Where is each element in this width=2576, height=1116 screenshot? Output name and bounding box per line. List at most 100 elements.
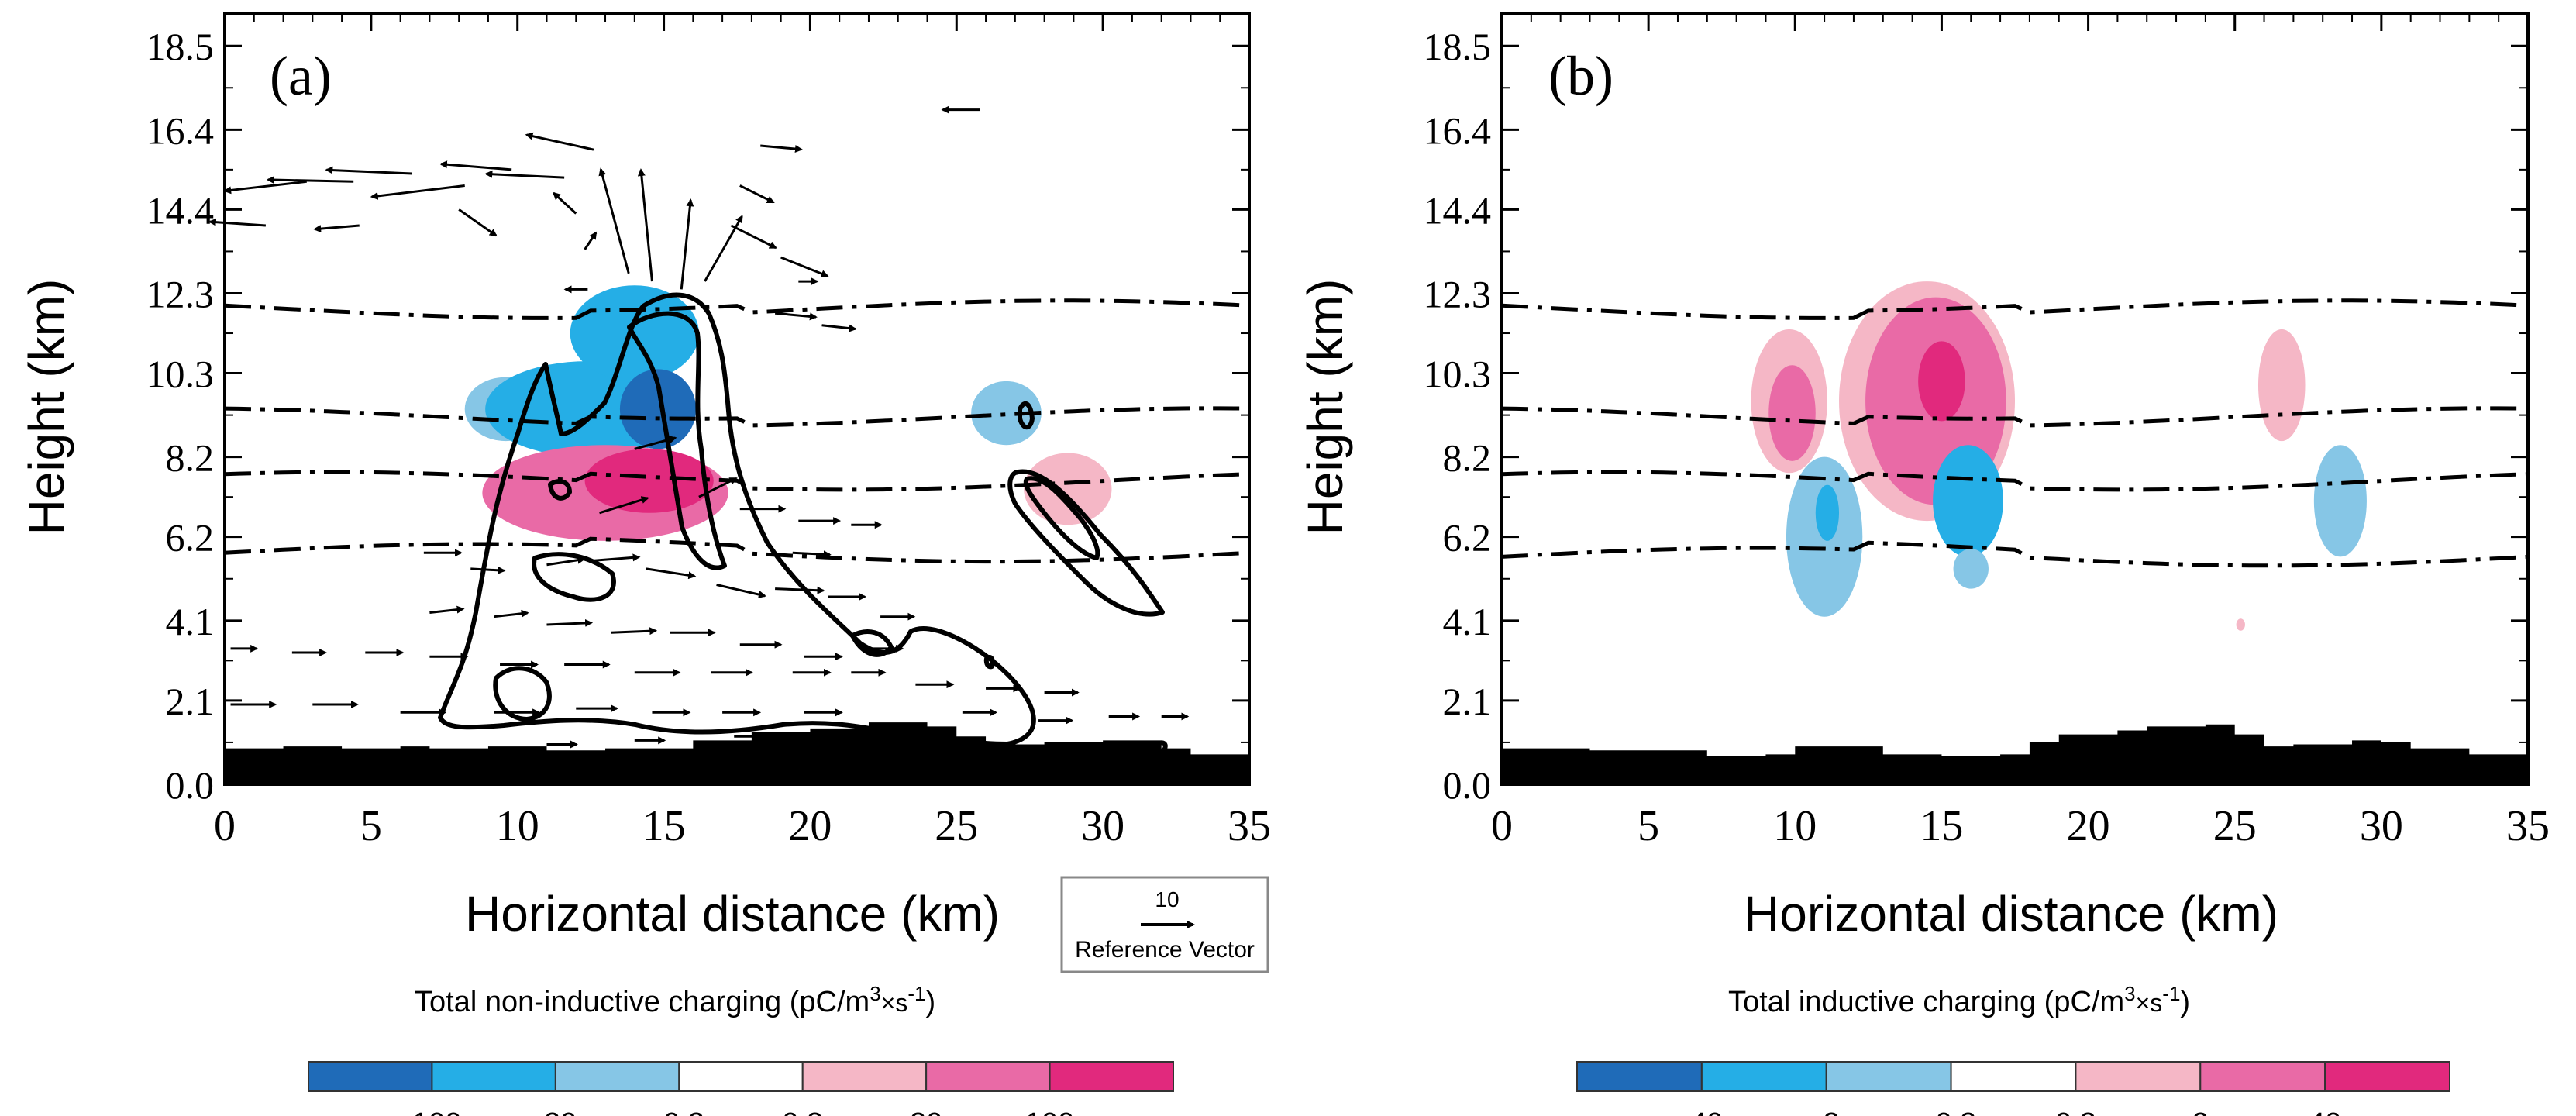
isotherm-line (224, 406, 1250, 428)
wind-vector (780, 256, 829, 277)
panel-b-terrain (1502, 724, 2528, 784)
contour-line (1018, 401, 1035, 430)
charging-region (1953, 549, 1989, 589)
isotherm-line (224, 536, 1250, 564)
charging-region (971, 381, 1042, 446)
wind-vector (458, 208, 498, 237)
y-tick-label: 16.4 (1424, 108, 1492, 152)
colorbar-label: -0.3 (1926, 1107, 1976, 1116)
wind-vector (611, 627, 658, 636)
charging-region (2313, 445, 2367, 557)
wind-vector (546, 556, 586, 567)
x-tick-label: 5 (1638, 802, 1659, 850)
panel-a-colorbar-labels: -100 -20 -0.3 0.3 20 100 (402, 1107, 1074, 1116)
colorbar-swatch (1049, 1061, 1174, 1092)
y-tick-label: 8.2 (1443, 436, 1492, 480)
colorbar-label: 100 (1025, 1107, 1074, 1116)
contour-line (493, 666, 552, 722)
x-tick-label: 5 (360, 802, 382, 850)
colorbar-label: 20 (910, 1107, 942, 1116)
y-tick-label: 14.4 (146, 188, 215, 232)
panel-a-colorbar-swatches (308, 1061, 1174, 1092)
colorbar-swatch (308, 1061, 433, 1092)
panel-b-isotherms (1501, 298, 2529, 568)
wind-vector (637, 168, 653, 282)
panel-a-label: (a) (270, 45, 332, 107)
colorbar-label: 0.3 (2055, 1107, 2096, 1116)
panel-a-colorbar: Total non-inductive charging (pC/m3×s-1)… (308, 982, 1174, 1116)
wind-vector (680, 198, 694, 290)
x-tick-label: 10 (496, 802, 539, 850)
colorbar-label: 40 (2309, 1107, 2341, 1116)
y-tick-label: 6.2 (166, 516, 215, 560)
colorbar-swatch (2199, 1061, 2326, 1092)
isotherm-line (1501, 298, 2529, 320)
wind-vector (552, 191, 577, 215)
wind-vector (584, 231, 598, 250)
reference-vector-label: Reference Vector (1075, 937, 1255, 963)
y-tick-label: 4.1 (166, 600, 215, 643)
y-tick-label: 0.0 (1443, 763, 1492, 807)
panel-b-label: (b) (1548, 45, 1613, 107)
panel-b-chart: 0 5 10 15 20 25 30 35 0.0 2.1 4.1 6.2 8.2 10.3 12.3 14.… (1297, 12, 2550, 1116)
wind-vector (646, 567, 697, 580)
wind-vector (698, 477, 738, 498)
y-tick-label: 16.4 (146, 108, 215, 152)
colorbar-swatch (801, 1061, 928, 1092)
x-tick-label: 35 (2506, 802, 2550, 850)
wind-vector (266, 176, 354, 184)
wind-vector (634, 436, 677, 450)
wind-vector (775, 586, 825, 594)
wind-vector (370, 184, 465, 200)
wind-vector (470, 566, 506, 574)
colorbar-swatch (2324, 1061, 2450, 1092)
wind-vector (591, 553, 641, 563)
wind-vector (525, 132, 594, 151)
colorbar-label: -40 (1680, 1107, 1723, 1116)
colorbar-swatch (1950, 1061, 2077, 1092)
y-tick-label: 18.5 (1424, 25, 1492, 68)
y-tick-label: 0.0 (166, 763, 215, 807)
contour-line (1007, 469, 1165, 617)
y-tick-label: 12.3 (146, 273, 215, 316)
isotherm-line (1501, 406, 2529, 428)
charging-region (1918, 341, 1965, 422)
x-tick-label: 25 (2213, 802, 2257, 850)
colorbar-swatch (431, 1061, 556, 1092)
x-tick-label: 30 (2360, 802, 2403, 850)
charging-region (1815, 484, 1840, 541)
y-tick-label: 10.3 (1424, 353, 1492, 396)
wind-vector (704, 215, 743, 282)
colorbar-swatch (1825, 1061, 1952, 1092)
wind-vector (599, 496, 649, 515)
contour-line (438, 292, 1036, 746)
wind-vector (739, 184, 775, 204)
panel-b-frame (1500, 12, 2530, 786)
x-tick-label: 20 (788, 802, 832, 850)
colorbar-label: -20 (534, 1107, 577, 1116)
colorbar-swatch (554, 1061, 680, 1092)
wind-vector (208, 218, 266, 227)
panel-b-colorbar-title: Total inductive charging (pC/m3×s-1) (1728, 982, 2190, 1018)
isotherm-line (224, 298, 1250, 320)
colorbar-label: -2 (1813, 1107, 1840, 1116)
y-tick-label: 2.1 (166, 680, 215, 723)
contour-line (850, 629, 894, 657)
wind-vector (546, 618, 594, 627)
wind-vector (792, 550, 832, 559)
colorbar-label: 2 (2192, 1107, 2209, 1116)
x-tick-label: 10 (1773, 802, 1817, 850)
colorbar-label: -100 (402, 1107, 461, 1116)
colorbar-label: -0.3 (654, 1107, 704, 1116)
x-tick-label: 15 (642, 802, 686, 850)
panel-a-terrain (225, 722, 1249, 784)
wind-vector (821, 324, 857, 332)
panel-b-charging-field (1751, 281, 2367, 631)
panel-b-xlabel: Horizontal distance (km) (1744, 886, 2278, 942)
wind-vector (774, 312, 818, 321)
colorbar-swatch (1700, 1061, 1827, 1092)
y-tick-label: 14.4 (1424, 188, 1492, 232)
colorbar-label: 0.3 (782, 1107, 823, 1116)
wind-vector (439, 160, 512, 171)
